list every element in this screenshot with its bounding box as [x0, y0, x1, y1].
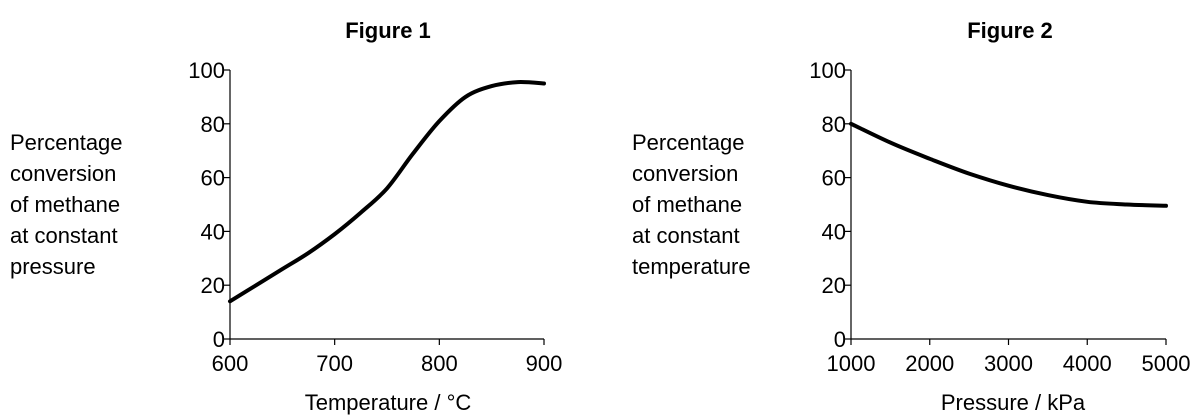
figure-1: Figure 1 Percentage conversion of methan…: [10, 18, 562, 415]
figure-2-ylabel-line: at constant: [632, 223, 740, 248]
figure-2-y-tick-label: 60: [822, 166, 846, 191]
figure-1-x-tick-label: 700: [316, 351, 353, 376]
figure-1-title: Figure 1: [345, 18, 431, 43]
figure-1-y-tick-label: 0: [213, 327, 225, 352]
figure-1-x-axis-label: Temperature / °C: [305, 390, 472, 415]
figure-1-y-tick-label: 80: [201, 112, 225, 137]
figure-2-ylabel-line: conversion: [632, 161, 738, 186]
figure-1-series-line: [228, 80, 546, 304]
figure-1-ylabel-line: at constant: [10, 223, 118, 248]
figure-2-ylabel-line: temperature: [632, 254, 751, 279]
figure-2-y-tick-label: 40: [822, 219, 846, 244]
figure-2-series-line: [849, 121, 1168, 208]
figure-2: Figure 2 Percentage conversion of methan…: [632, 18, 1190, 415]
figure-2-x-tick-label: 5000: [1142, 351, 1191, 376]
figure-1-y-tick-label: 40: [201, 219, 225, 244]
figure-2-title: Figure 2: [967, 18, 1053, 43]
figure-1-x-tick-label: 900: [526, 351, 563, 376]
figure-1-ylabel-line: pressure: [10, 254, 96, 279]
figure-1-x-tick-label: 800: [421, 351, 458, 376]
figure-1-ylabel-line: Percentage: [10, 130, 123, 155]
figure-2-y-tick-label: 0: [834, 327, 846, 352]
figure-2-y-tick-label: 100: [809, 58, 846, 83]
figure-2-ylabel-line: Percentage: [632, 130, 745, 155]
figure-2-x-tick-label: 1000: [827, 351, 876, 376]
figure-2-x-tick-label: 2000: [905, 351, 954, 376]
figure-1-y-axis-label: Percentage conversion of methane at cons…: [10, 130, 123, 279]
figure-2-y-tick-label: 80: [822, 112, 846, 137]
figure-2-x-tick-label: 3000: [984, 351, 1033, 376]
figure-1-x-tick-label: 600: [212, 351, 249, 376]
figure-2-y-tick-label: 20: [822, 273, 846, 298]
figure-2-x-axis-label: Pressure / kPa: [941, 390, 1086, 415]
figure-2-y-axis-label: Percentage conversion of methane at cons…: [632, 130, 751, 279]
figure-2-x-tick-label: 4000: [1063, 351, 1112, 376]
figure-1-y-tick-label: 20: [201, 273, 225, 298]
figure-1-ylabel-line: conversion: [10, 161, 116, 186]
figure-1-y-tick-label: 60: [201, 166, 225, 191]
figure-1-y-tick-label: 100: [188, 58, 225, 83]
figure-1-ylabel-line: of methane: [10, 192, 120, 217]
figure-2-ylabel-line: of methane: [632, 192, 742, 217]
